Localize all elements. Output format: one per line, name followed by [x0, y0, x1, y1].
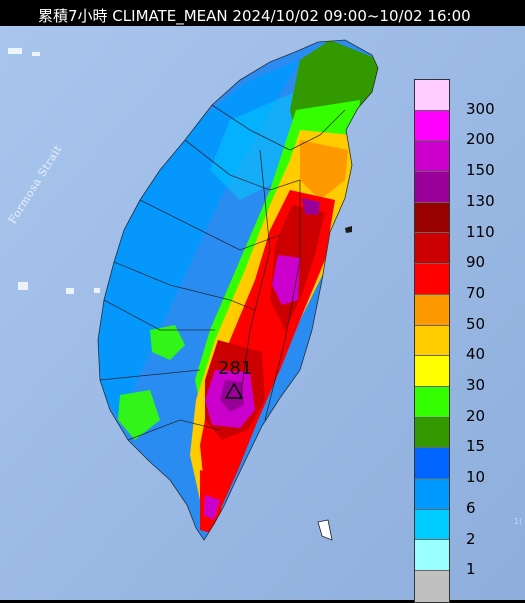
legend-tick-label: 6 [466, 498, 476, 517]
legend-swatch [415, 141, 449, 173]
legend-tick-label: 15 [466, 437, 486, 456]
cloud-specks [8, 48, 100, 294]
legend-tick-label: 50 [466, 314, 486, 333]
legend-tick-label: 150 [466, 161, 495, 180]
triangle-marker-icon [224, 382, 244, 399]
legend-swatch [415, 110, 449, 142]
legend-swatch [415, 478, 449, 510]
legend-tick-label: 110 [466, 222, 495, 241]
legend-tick-label: 2 [466, 529, 476, 548]
legend-swatch [415, 356, 449, 387]
legend-swatch [415, 386, 449, 418]
legend-swatch [415, 80, 449, 111]
legend-swatch [415, 264, 449, 295]
legend-swatch [415, 448, 449, 479]
legend-tick-label: 40 [466, 345, 486, 364]
legend-tick-label: 90 [466, 253, 486, 272]
legend-tick-label: 10 [466, 468, 486, 487]
legend-tick-label: 130 [466, 191, 495, 210]
offshore-islands [317, 226, 352, 541]
color-legend [414, 79, 450, 603]
legend-swatch [415, 509, 449, 541]
legend-tick-label: 20 [466, 406, 486, 425]
legend-tick-label: 300 [466, 99, 495, 118]
title-bar [0, 0, 525, 26]
legend-tick-label: 30 [466, 376, 486, 394]
legend-tick-label: 1 [466, 560, 476, 579]
peak-value-label: 281 [218, 358, 253, 379]
map-title: 累積7小時 CLIMATE_MEAN 2024/10/02 09:00~10/0… [38, 7, 471, 25]
legend-swatch [415, 540, 449, 571]
legend-swatch [415, 325, 449, 357]
legend-swatch [415, 417, 449, 449]
legend-swatch [415, 294, 449, 326]
edge-label: 1( [514, 517, 523, 526]
legend-tick-label: 200 [466, 130, 495, 149]
legend-swatch [415, 172, 449, 203]
county-boundaries [97, 39, 379, 541]
legend-swatch [415, 202, 449, 234]
legend-tick-label: 70 [466, 283, 486, 302]
legend-swatch [415, 233, 449, 265]
legend-swatch [415, 571, 449, 602]
